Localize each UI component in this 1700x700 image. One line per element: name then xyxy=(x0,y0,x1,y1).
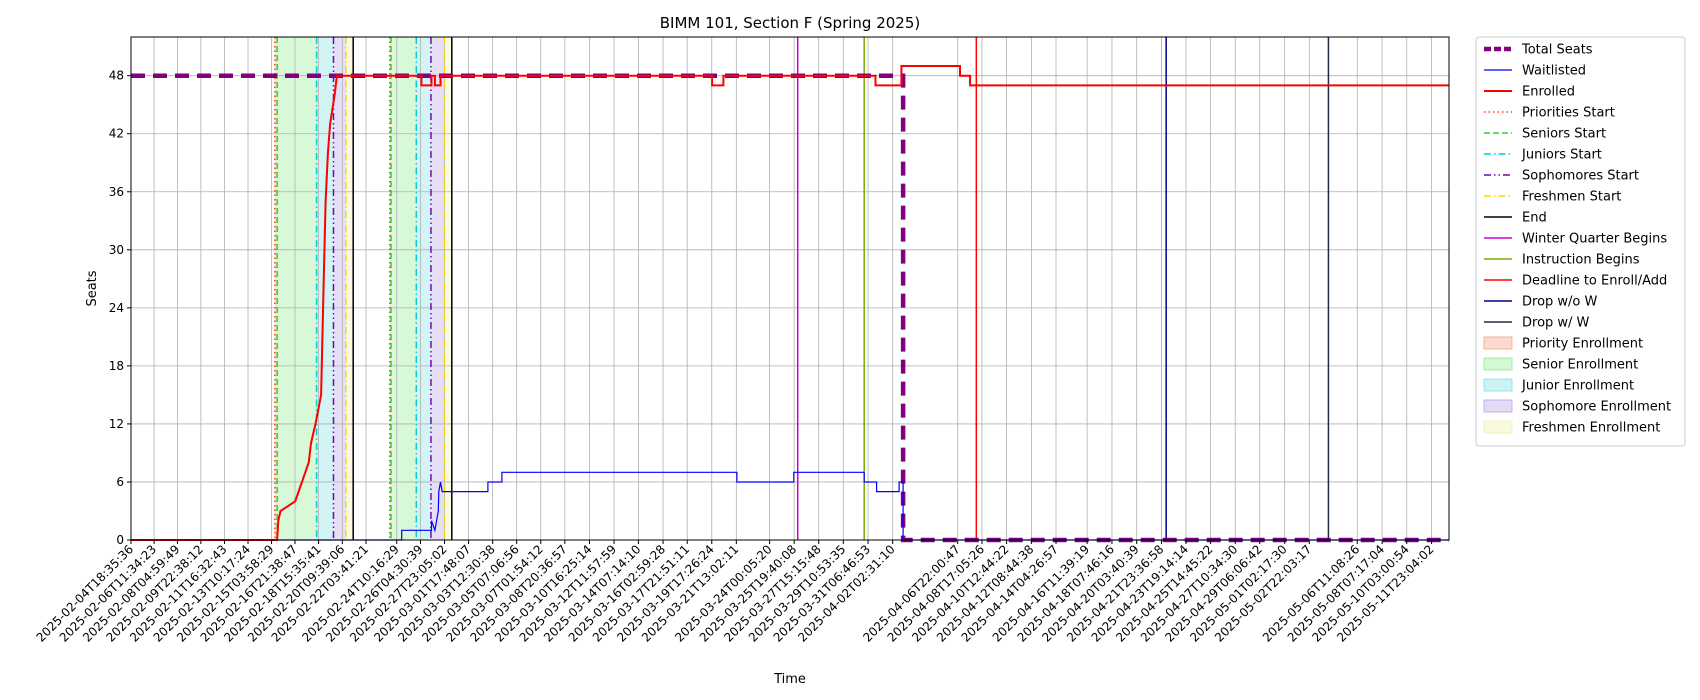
span-priority-enrollment xyxy=(274,37,278,540)
chart-title: BIMM 101, Section F (Spring 2025) xyxy=(660,14,920,32)
legend-swatch-freshmen-enrollment xyxy=(1483,420,1513,434)
event-lines xyxy=(274,37,1330,540)
span-senior-enrollment xyxy=(390,37,417,540)
legend-label-freshmen-start: Freshmen Start xyxy=(1522,190,1621,205)
legend-box xyxy=(1475,36,1686,447)
span-sophomore-enrollment xyxy=(430,37,445,540)
legend-label-sophomore-enrollment: Sophomore Enrollment xyxy=(1522,400,1671,415)
y-tick-label: 48 xyxy=(109,69,124,83)
legend-label-total-seats: Total Seats xyxy=(1521,43,1593,58)
y-tick-label: 0 xyxy=(116,533,124,547)
span-sophomore-enrollment xyxy=(333,37,346,540)
legend-label-priority-enrollment: Priority Enrollment xyxy=(1522,337,1643,352)
grid xyxy=(130,37,1449,541)
legend: Total Seats Waitlisted Enrolled Priorities … xyxy=(1475,36,1686,447)
legend-swatch-junior-enrollment xyxy=(1483,378,1513,392)
y-axis-label: Seats xyxy=(85,270,100,306)
series-waitlisted xyxy=(131,471,1449,541)
ticks: 06121824303642482025-02-04T18:35:362025-… xyxy=(34,69,1437,645)
legend-swatch-priority-enrollment xyxy=(1483,336,1513,350)
legend-label-winter-quarter-begins: Winter Quarter Begins xyxy=(1522,232,1667,247)
y-tick-label: 42 xyxy=(109,127,124,141)
legend-label-priorities-start: Priorities Start xyxy=(1522,106,1615,121)
x-axis-label: Time xyxy=(773,672,806,687)
legend-label-instruction-begins: Instruction Begins xyxy=(1522,253,1640,268)
plot-frame xyxy=(130,36,1450,541)
legend-label-freshmen-enrollment: Freshmen Enrollment xyxy=(1522,421,1660,436)
span-junior-enrollment xyxy=(316,37,334,540)
span-junior-enrollment xyxy=(416,37,431,540)
y-tick-label: 36 xyxy=(109,185,124,199)
legend-swatch-senior-enrollment xyxy=(1483,357,1513,371)
plot-area xyxy=(131,37,1449,540)
legend-label-end: End xyxy=(1522,211,1547,226)
legend-label-enrolled: Enrolled xyxy=(1522,85,1575,100)
enrollment-spans xyxy=(274,37,452,540)
y-tick-label: 6 xyxy=(116,475,124,489)
span-freshmen-enrollment xyxy=(345,37,354,540)
legend-label-drop-w-o-w: Drop w/o W xyxy=(1522,295,1598,310)
span-freshmen-enrollment xyxy=(444,37,452,540)
legend-label-seniors-start: Seniors Start xyxy=(1522,127,1606,142)
legend-label-senior-enrollment: Senior Enrollment xyxy=(1522,358,1638,373)
legend-label-juniors-start: Juniors Start xyxy=(1521,148,1602,163)
span-priority-enrollment xyxy=(389,37,391,540)
legend-label-drop-w-w: Drop w/ W xyxy=(1522,316,1590,331)
span-senior-enrollment xyxy=(277,37,317,540)
legend-label-deadline-to-enroll-add: Deadline to Enroll/Add xyxy=(1522,274,1667,289)
legend-label-junior-enrollment: Junior Enrollment xyxy=(1521,379,1634,394)
legend-label-sophomores-start: Sophomores Start xyxy=(1522,169,1639,184)
y-tick-label: 18 xyxy=(109,359,124,373)
series-enrolled xyxy=(131,65,1449,541)
y-tick-label: 12 xyxy=(109,417,124,431)
legend-swatch-sophomore-enrollment xyxy=(1483,399,1513,413)
legend-label-waitlisted: Waitlisted xyxy=(1522,64,1586,79)
y-tick-label: 30 xyxy=(109,243,124,257)
y-tick-label: 24 xyxy=(109,301,124,315)
